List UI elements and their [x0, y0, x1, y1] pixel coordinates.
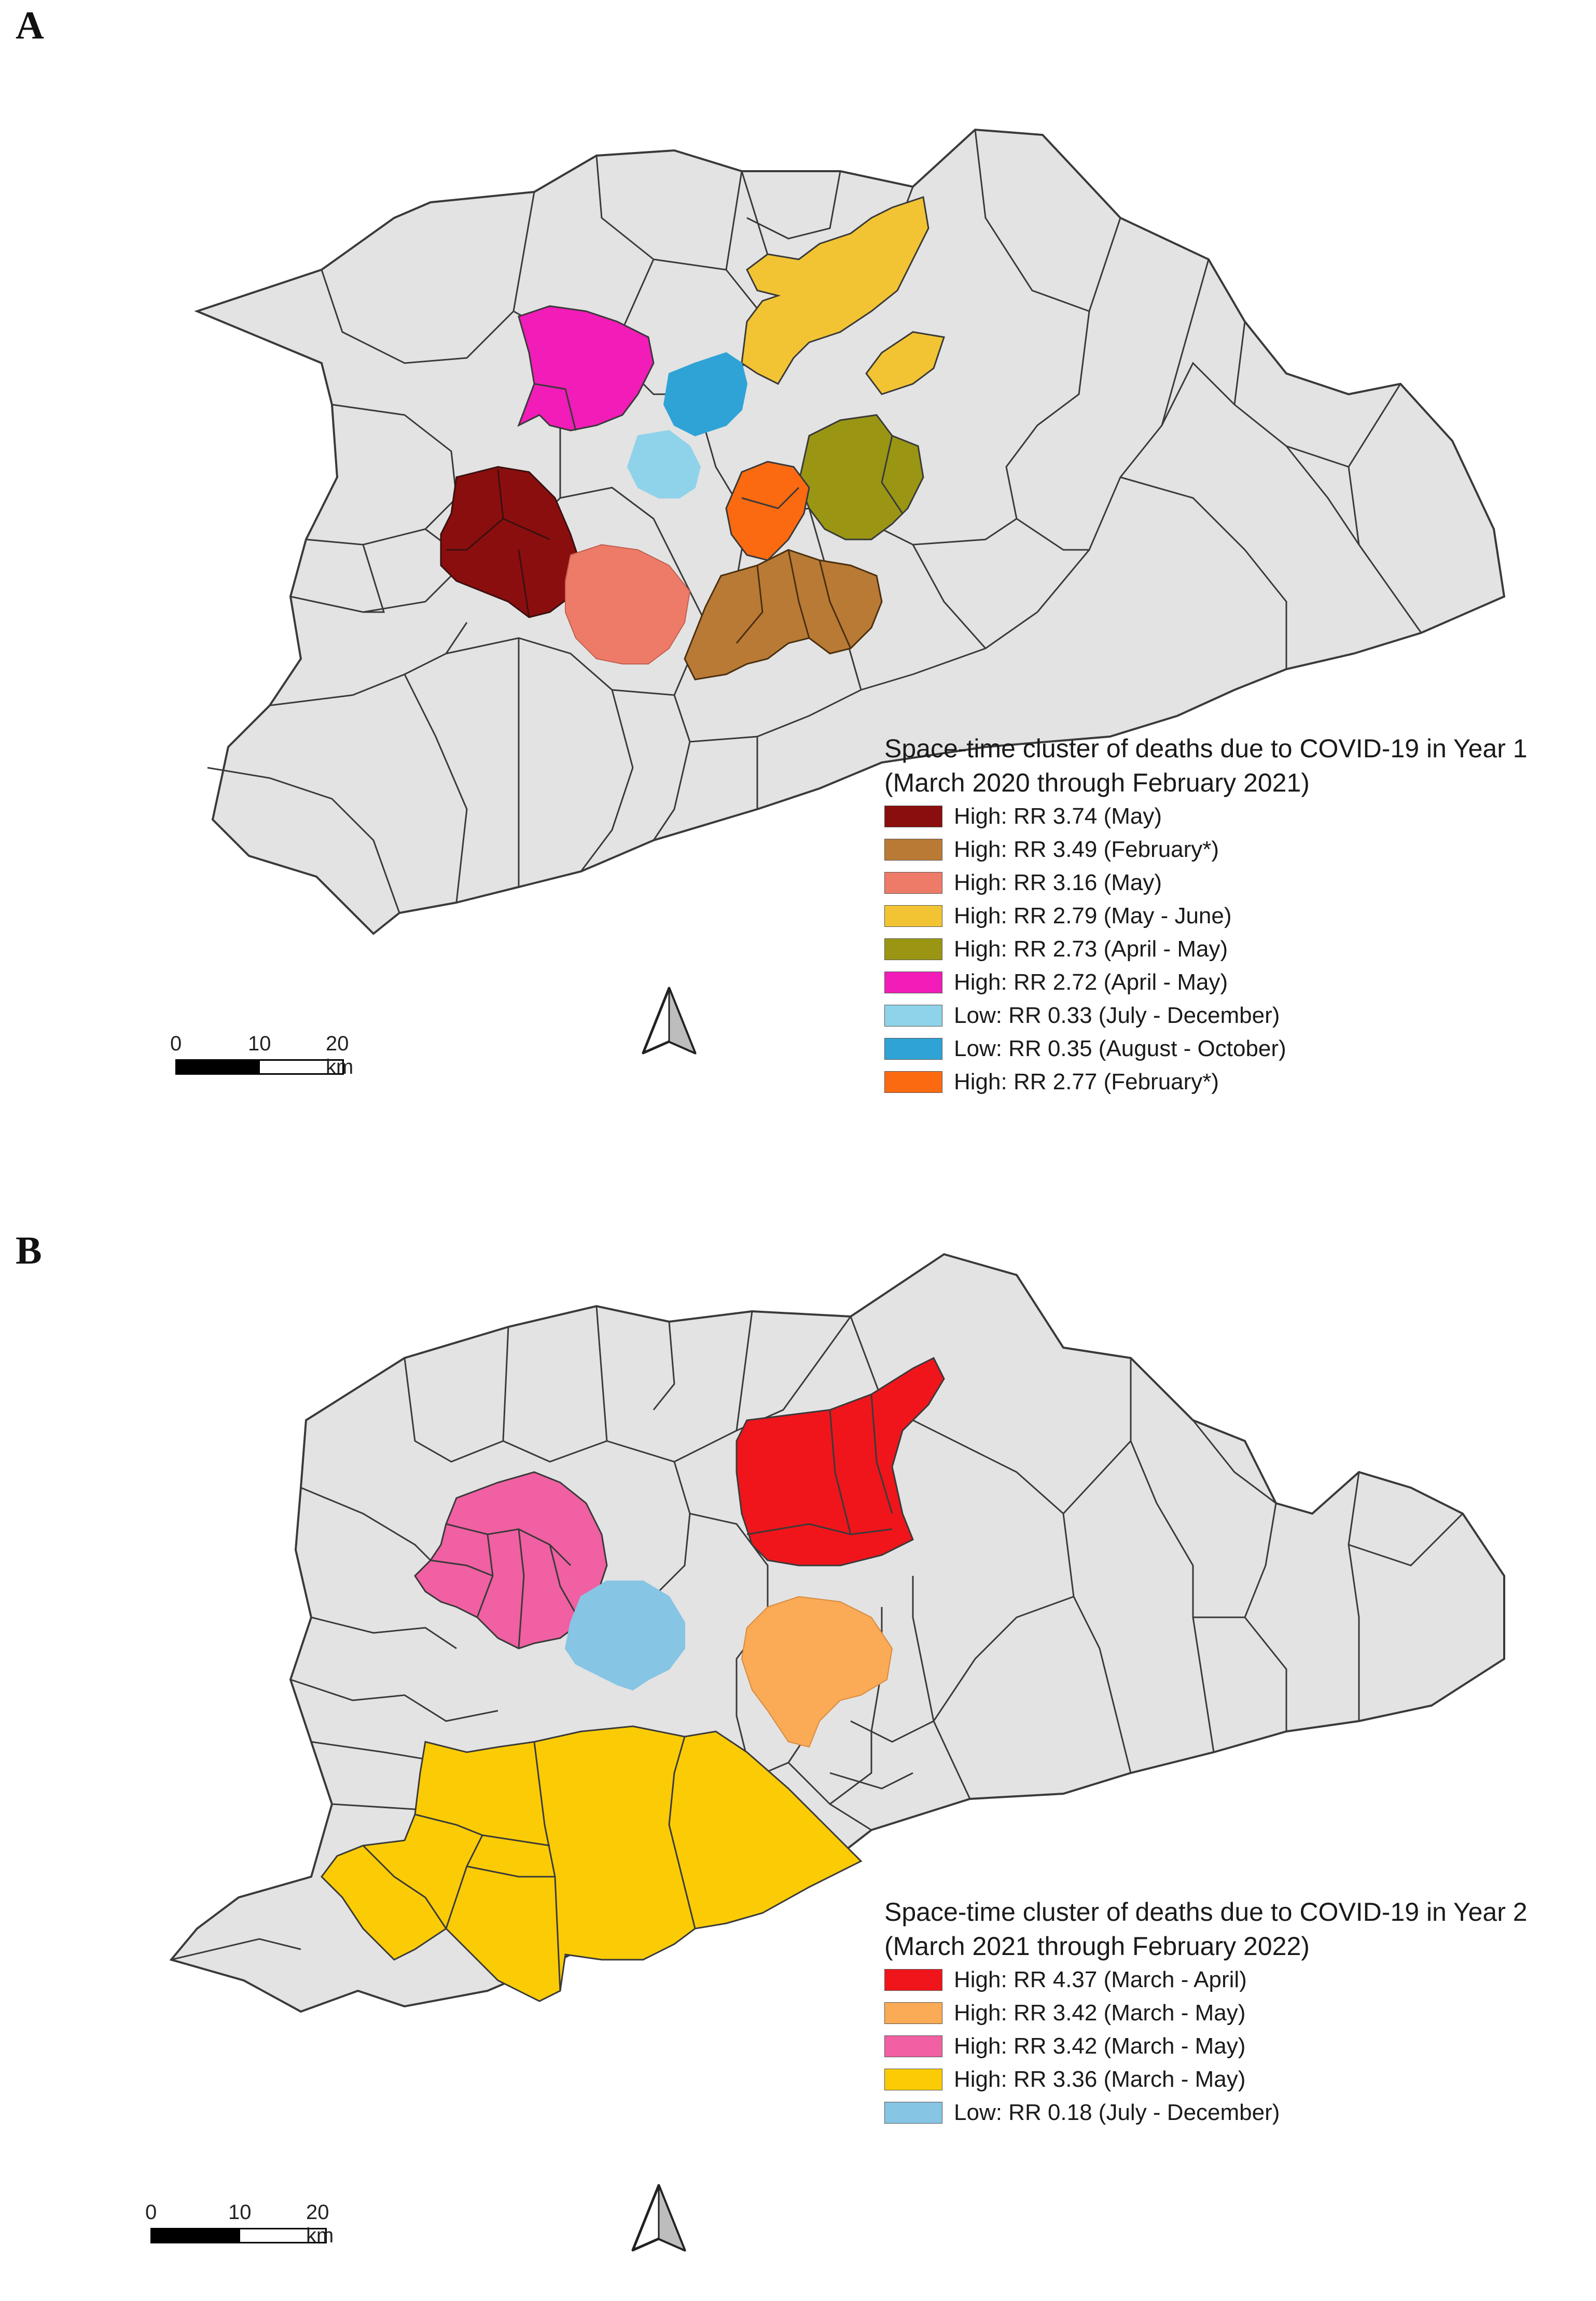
- legend-swatch: [884, 1071, 942, 1093]
- legend-item: High: RR 2.77 (February*): [884, 1065, 1528, 1099]
- north-arrow-icon: [642, 987, 697, 1055]
- scale-label-10: 10: [248, 1032, 271, 1055]
- cluster-high-rr-2-73: [798, 414, 924, 540]
- legend-item: High: RR 3.42 (March - May): [884, 1997, 1528, 2030]
- legend-year-2: Space-time cluster of deaths due to COVI…: [884, 1895, 1528, 2129]
- legend-label: Low: RR 0.35 (August - October): [954, 1036, 1286, 1061]
- legend-label: High: RR 2.77 (February*): [954, 1069, 1219, 1094]
- legend-items: High: RR 3.74 (May) High: RR 3.49 (Februa…: [884, 800, 1528, 1099]
- panel-b: B: [0, 1150, 1596, 2301]
- legend-swatch: [884, 1038, 942, 1060]
- legend-item: Low: RR 0.35 (August - October): [884, 1032, 1528, 1065]
- map-year-1: [194, 128, 1506, 935]
- legend-label: High: RR 2.79 (May - June): [954, 903, 1232, 928]
- panel-a: A: [0, 0, 1596, 1141]
- legend-item: High: RR 3.74 (May): [884, 800, 1528, 833]
- legend-label: High: RR 3.36 (March - May): [954, 2067, 1246, 2092]
- legend-item: High: RR 3.16 (May): [884, 866, 1528, 899]
- legend-item: Low: RR 0.33 (July - December): [884, 999, 1528, 1032]
- legend-swatch: [884, 1969, 942, 1991]
- legend-label: High: RR 3.74 (May): [954, 803, 1162, 829]
- legend-item: High: RR 2.79 (May - June): [884, 899, 1528, 933]
- legend-swatch: [884, 2002, 942, 2024]
- legend-title-line-1: Space-time cluster of deaths due to COVI…: [884, 734, 1528, 763]
- scale-label-0: 0: [145, 2201, 157, 2224]
- legend-swatch: [884, 1005, 942, 1027]
- map-year-2: [169, 1253, 1505, 2013]
- cluster-high-rr-3-42-pink: [414, 1471, 608, 1649]
- legend-swatch: [884, 2035, 942, 2057]
- legend-swatch: [884, 2102, 942, 2124]
- cluster-high-rr-3-49: [684, 549, 883, 681]
- legend-title-line-2: (March 2021 through February 2022): [884, 1932, 1310, 1961]
- legend-item: High: RR 3.42 (March - May): [884, 2030, 1528, 2063]
- scale-label-0: 0: [170, 1032, 182, 1055]
- legend-label: High: RR 4.37 (March - April): [954, 1967, 1247, 1992]
- scale-label-20: 20 km: [326, 1032, 354, 1078]
- panel-letter: A: [16, 4, 44, 47]
- legend-item: Low: RR 0.18 (July - December): [884, 2096, 1528, 2129]
- legend-title-line-2: (March 2020 through February 2021): [884, 768, 1310, 797]
- cluster-high-rr-2-77: [725, 461, 810, 561]
- north-arrow-icon: [631, 2184, 686, 2252]
- scale-label-20: 20 km: [306, 2201, 334, 2247]
- cluster-low-rr-0-18: [564, 1581, 685, 1691]
- legend-swatch: [884, 2069, 942, 2090]
- legend-items: High: RR 4.37 (March - April) High: RR 3.…: [884, 1963, 1528, 2129]
- legend-label: High: RR 3.49 (February*): [954, 837, 1219, 862]
- legend-label: High: RR 3.16 (May): [954, 870, 1162, 895]
- legend-swatch: [884, 806, 942, 827]
- scale-bar: 0 10 20 km: [145, 2201, 334, 2247]
- legend-item: High: RR 2.72 (April - May): [884, 966, 1528, 999]
- legend-title-line-1: Space-time cluster of deaths due to COVI…: [884, 1897, 1528, 1926]
- legend-label: High: RR 2.73 (April - May): [954, 936, 1228, 962]
- legend-item: High: RR 3.49 (February*): [884, 833, 1528, 866]
- scale-label-10: 10: [228, 2201, 252, 2224]
- legend-label: Low: RR 0.18 (July - December): [954, 2100, 1280, 2125]
- legend-label: High: RR 2.72 (April - May): [954, 969, 1228, 995]
- legend-year-1: Space-time cluster of deaths due to COVI…: [884, 731, 1528, 1099]
- scale-bar: 0 10 20 km: [170, 1032, 353, 1078]
- legend-item: High: RR 4.37 (March - April): [884, 1963, 1528, 1997]
- cluster-low-rr-0-33: [627, 429, 701, 498]
- cluster-high-rr-3-16: [565, 544, 691, 664]
- cluster-high-rr-3-36: [321, 1725, 863, 2002]
- legend-swatch: [884, 972, 942, 993]
- legend-label: High: RR 3.42 (March - May): [954, 2000, 1246, 2026]
- legend-item: High: RR 3.36 (March - May): [884, 2063, 1528, 2096]
- cluster-low-rr-0-35: [663, 352, 748, 437]
- cluster-high-rr-3-42-orange: [741, 1596, 893, 1748]
- legend-swatch: [884, 905, 942, 927]
- cluster-high-rr-2-72: [517, 305, 655, 432]
- legend-swatch: [884, 938, 942, 960]
- legend-label: High: RR 3.42 (March - May): [954, 2033, 1246, 2059]
- legend-swatch: [884, 839, 942, 861]
- panel-letter: B: [16, 1229, 42, 1272]
- legend-item: High: RR 2.73 (April - May): [884, 933, 1528, 966]
- legend-label: Low: RR 0.33 (July - December): [954, 1003, 1280, 1028]
- legend-swatch: [884, 872, 942, 894]
- cluster-high-rr-3-74: [440, 466, 582, 618]
